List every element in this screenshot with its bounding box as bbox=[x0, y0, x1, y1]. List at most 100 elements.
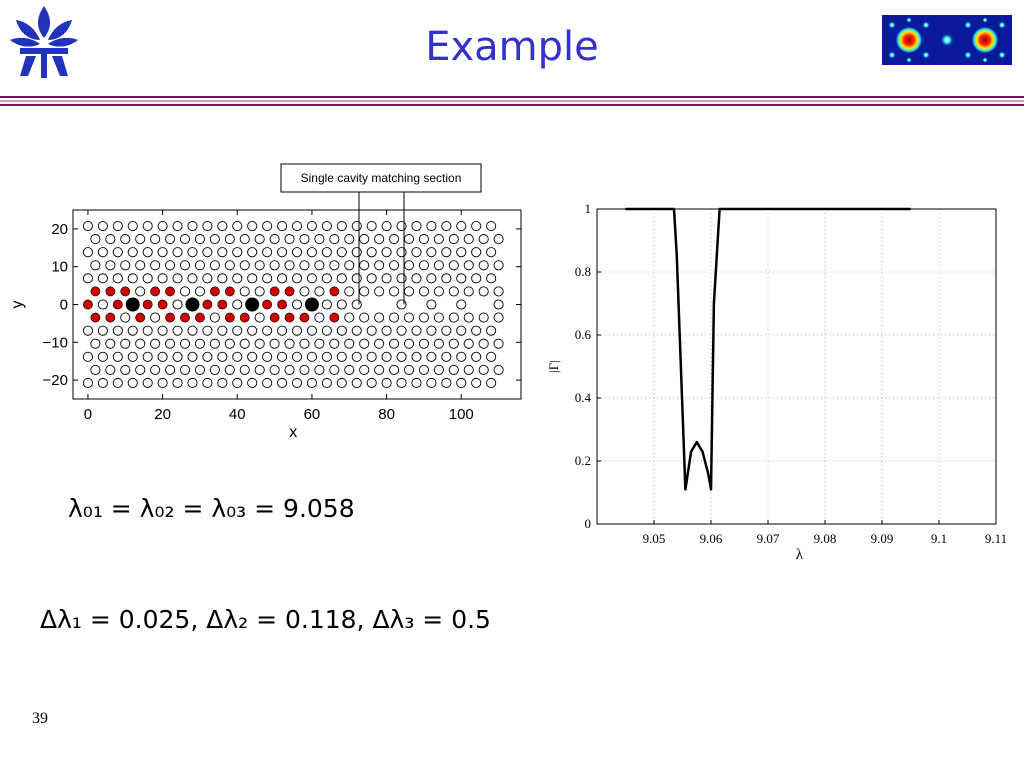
lattice-annotation: Single cavity matching section bbox=[280, 163, 482, 305]
lattice-hole bbox=[142, 220, 153, 232]
lattice-hole bbox=[194, 260, 205, 271]
lattice-hole bbox=[359, 234, 370, 245]
annotation-box bbox=[280, 163, 482, 193]
lattice-hole bbox=[314, 234, 325, 245]
y-tick-label: 0.4 bbox=[575, 390, 592, 405]
lattice-hole bbox=[262, 247, 273, 258]
lattice-hole bbox=[112, 247, 123, 258]
lattice-hole bbox=[441, 351, 452, 362]
lattice-hole bbox=[232, 351, 243, 362]
lattice-hole bbox=[269, 260, 280, 271]
lattice-hole bbox=[448, 312, 459, 323]
lattice-hole bbox=[486, 220, 497, 232]
lattice-hole bbox=[217, 351, 228, 362]
lattice-hole bbox=[262, 377, 273, 389]
lattice-hole bbox=[396, 351, 407, 362]
red-hole bbox=[299, 312, 310, 323]
x-tick-label: 9.08 bbox=[814, 531, 837, 546]
lattice-hole bbox=[187, 247, 198, 258]
equation-delta-lambda: Δλ₁ = 0.025, Δλ₂ = 0.118, Δλ₃ = 0.5 bbox=[40, 605, 491, 634]
lattice-hole bbox=[172, 220, 183, 232]
lattice-hole bbox=[209, 260, 220, 271]
lattice-hole bbox=[105, 260, 116, 271]
lattice-hole bbox=[194, 234, 205, 245]
slide-title: Example bbox=[425, 24, 599, 70]
lattice-hole bbox=[247, 273, 258, 284]
lattice-hole bbox=[306, 377, 317, 389]
lattice-hole bbox=[105, 234, 116, 245]
lattice-hole bbox=[269, 234, 280, 245]
lattice-hole bbox=[381, 377, 392, 389]
lattice-hole bbox=[187, 377, 198, 389]
lattice-hole bbox=[179, 338, 191, 349]
y-tick-label: 20 bbox=[51, 221, 68, 238]
lattice-hole bbox=[209, 338, 220, 349]
lattice-hole bbox=[381, 220, 392, 232]
red-hole bbox=[142, 299, 153, 310]
lattice-hole bbox=[157, 351, 168, 362]
red-hole bbox=[262, 299, 273, 310]
lattice-hole bbox=[433, 234, 444, 245]
lattice-hole bbox=[232, 299, 243, 310]
lattice-hole bbox=[157, 377, 168, 389]
lattice-hole bbox=[239, 234, 250, 245]
lattice-hole bbox=[374, 260, 385, 271]
lattice-hole bbox=[486, 377, 497, 389]
lattice-hole bbox=[217, 220, 228, 232]
red-hole bbox=[329, 312, 340, 323]
y-tick-label: 0.8 bbox=[575, 264, 591, 279]
lattice-hole bbox=[359, 286, 370, 297]
lattice-hole bbox=[254, 338, 265, 349]
lattice-hole bbox=[418, 364, 429, 375]
lattice-hole bbox=[351, 273, 362, 284]
lattice-hole bbox=[239, 364, 250, 375]
lattice-hole bbox=[344, 364, 355, 375]
lattice-hole bbox=[165, 364, 176, 375]
lattice-hole bbox=[314, 312, 325, 323]
lattice-hole bbox=[418, 338, 429, 349]
lattice-hole bbox=[142, 273, 153, 284]
lattice-hole bbox=[135, 286, 146, 297]
lattice-hole bbox=[97, 220, 108, 232]
header-rule-middle bbox=[0, 100, 1024, 102]
lattice-hole bbox=[112, 351, 123, 362]
cavity-defect bbox=[185, 297, 200, 312]
lattice-hole bbox=[426, 325, 437, 336]
lattice-hole bbox=[344, 338, 355, 349]
lattice-hole bbox=[486, 351, 497, 362]
lattice-hole bbox=[486, 247, 497, 258]
lattice-hole bbox=[202, 325, 213, 336]
lattice-hole bbox=[105, 338, 116, 349]
x-tick-label: 80 bbox=[378, 406, 395, 423]
lattice-hole bbox=[471, 220, 482, 232]
lattice-hole bbox=[262, 325, 273, 336]
lattice-hole bbox=[336, 299, 347, 310]
lattice-hole bbox=[284, 364, 295, 375]
lattice-hole bbox=[142, 247, 153, 258]
lattice-hole bbox=[493, 338, 504, 349]
lattice-hole bbox=[456, 325, 467, 336]
lattice-hole bbox=[97, 273, 108, 284]
lattice-hole bbox=[426, 273, 437, 284]
lattice-hole bbox=[389, 286, 400, 297]
lattice-x-label: x bbox=[289, 424, 297, 441]
x-tick-label: 9.1 bbox=[931, 531, 947, 546]
lattice-hole bbox=[135, 260, 146, 271]
lattice-hole bbox=[374, 364, 385, 375]
red-hole bbox=[105, 312, 116, 323]
lattice-hole bbox=[127, 351, 138, 362]
lattice-hole bbox=[463, 286, 474, 297]
lattice-hole bbox=[433, 286, 444, 297]
lattice-hole bbox=[478, 260, 489, 271]
lattice-hole bbox=[179, 286, 191, 297]
lattice-hole bbox=[396, 325, 407, 336]
lattice-hole bbox=[269, 338, 280, 349]
lattice-hole bbox=[82, 377, 93, 389]
lattice-hole bbox=[403, 286, 415, 297]
lattice-hole bbox=[306, 325, 317, 336]
lattice-hole bbox=[112, 377, 123, 389]
lattice-hole bbox=[471, 325, 482, 336]
lattice-hole bbox=[411, 220, 422, 232]
lattice-hole bbox=[90, 234, 101, 245]
red-hole bbox=[90, 312, 101, 323]
